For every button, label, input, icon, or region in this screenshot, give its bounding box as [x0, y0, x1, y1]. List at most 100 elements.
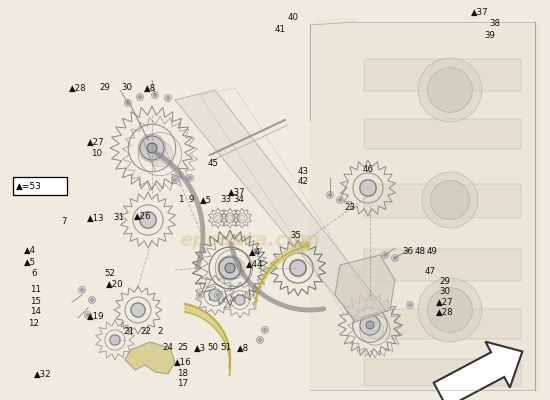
Circle shape: [360, 315, 380, 335]
Text: 29: 29: [439, 278, 450, 286]
Circle shape: [422, 172, 478, 228]
Circle shape: [138, 134, 166, 162]
Circle shape: [338, 198, 342, 202]
Circle shape: [409, 304, 411, 306]
Circle shape: [234, 294, 245, 306]
Circle shape: [227, 215, 233, 221]
Circle shape: [239, 215, 245, 221]
Text: 38: 38: [490, 20, 500, 28]
Circle shape: [151, 92, 158, 98]
Text: ▲26: ▲26: [134, 212, 152, 220]
Text: 33: 33: [221, 196, 232, 204]
Circle shape: [79, 286, 85, 294]
Text: 10: 10: [91, 148, 102, 158]
Text: 11: 11: [30, 286, 41, 294]
Text: ▲28: ▲28: [436, 308, 454, 316]
Circle shape: [261, 326, 268, 334]
Circle shape: [418, 58, 482, 122]
Circle shape: [427, 68, 472, 112]
Circle shape: [139, 96, 141, 98]
Circle shape: [366, 321, 384, 339]
Circle shape: [186, 174, 194, 182]
Text: 34: 34: [234, 196, 245, 204]
Circle shape: [215, 215, 221, 221]
Text: 39: 39: [485, 32, 496, 40]
Polygon shape: [310, 18, 540, 390]
Text: 15: 15: [30, 298, 41, 306]
Text: epcdata.com: epcdata.com: [179, 230, 321, 250]
Circle shape: [189, 176, 191, 180]
Circle shape: [366, 321, 374, 329]
Circle shape: [218, 256, 242, 280]
Text: 43: 43: [298, 168, 309, 176]
Circle shape: [290, 260, 306, 276]
Text: 18: 18: [178, 370, 189, 378]
Text: 6: 6: [31, 270, 37, 278]
Polygon shape: [335, 255, 395, 322]
Text: 35: 35: [290, 232, 301, 240]
Circle shape: [136, 94, 144, 100]
Circle shape: [130, 302, 146, 318]
FancyBboxPatch shape: [364, 359, 521, 386]
Text: 21: 21: [124, 328, 135, 336]
Circle shape: [219, 257, 241, 279]
Circle shape: [418, 278, 482, 342]
Polygon shape: [175, 90, 385, 320]
Circle shape: [196, 292, 204, 298]
Text: ▲3: ▲3: [194, 344, 206, 352]
Circle shape: [172, 176, 179, 184]
Circle shape: [109, 334, 121, 346]
Polygon shape: [434, 342, 522, 400]
FancyBboxPatch shape: [13, 177, 67, 195]
Circle shape: [392, 254, 399, 262]
Text: ▲8: ▲8: [237, 344, 249, 352]
Text: ▲4: ▲4: [249, 248, 261, 256]
Text: 48: 48: [415, 248, 426, 256]
Text: ▲19: ▲19: [87, 312, 104, 320]
Text: ▲5: ▲5: [24, 258, 36, 266]
Circle shape: [86, 314, 90, 316]
Circle shape: [131, 303, 145, 317]
Text: ▲8: ▲8: [144, 84, 156, 92]
Circle shape: [85, 312, 91, 318]
Circle shape: [217, 294, 219, 296]
Text: 40: 40: [288, 14, 299, 22]
FancyBboxPatch shape: [364, 119, 521, 149]
Circle shape: [208, 289, 221, 301]
Text: 30: 30: [122, 84, 133, 92]
Text: 12: 12: [29, 320, 40, 328]
Circle shape: [153, 94, 157, 96]
Text: 9: 9: [188, 196, 194, 204]
Circle shape: [167, 96, 169, 100]
Circle shape: [427, 288, 472, 332]
Text: 51: 51: [221, 344, 232, 352]
Text: 22: 22: [140, 328, 151, 336]
Circle shape: [393, 256, 397, 260]
Text: 42: 42: [298, 178, 309, 186]
Text: 41: 41: [274, 26, 285, 34]
Text: 1: 1: [178, 196, 184, 204]
Circle shape: [126, 102, 129, 104]
Circle shape: [263, 328, 267, 332]
Circle shape: [91, 298, 94, 302]
Text: ▲27: ▲27: [436, 298, 454, 306]
Text: ▲13: ▲13: [87, 214, 105, 222]
Circle shape: [258, 338, 261, 342]
Circle shape: [173, 178, 177, 182]
Text: 47: 47: [425, 268, 436, 276]
Circle shape: [431, 180, 470, 220]
Text: ▲32: ▲32: [34, 370, 52, 378]
Circle shape: [199, 294, 201, 296]
Text: 25: 25: [178, 344, 189, 352]
Circle shape: [235, 295, 245, 305]
Text: ▲16: ▲16: [174, 358, 192, 366]
Circle shape: [225, 263, 235, 273]
Text: ▲5: ▲5: [200, 196, 212, 204]
Circle shape: [140, 136, 164, 160]
Text: 23: 23: [344, 202, 355, 212]
Circle shape: [139, 211, 157, 229]
Text: ▲20: ▲20: [106, 280, 124, 288]
Circle shape: [337, 196, 344, 204]
Circle shape: [328, 194, 332, 196]
Text: 49: 49: [427, 248, 437, 256]
